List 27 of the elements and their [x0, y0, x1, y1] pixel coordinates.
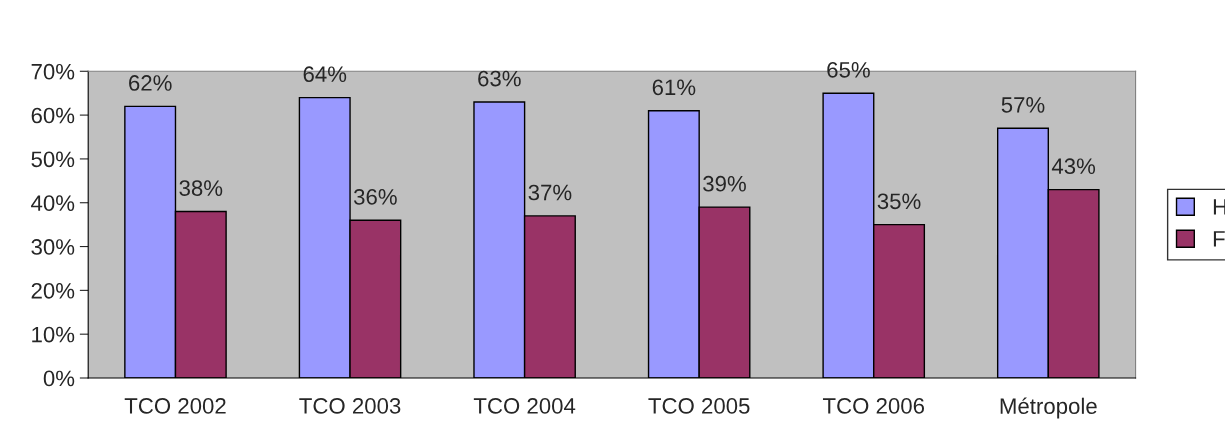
y-tick-label: 70%	[31, 63, 75, 80]
y-tick-label: 30%	[31, 239, 75, 255]
data-label: 35%	[877, 193, 921, 210]
data-label: 37%	[528, 184, 572, 201]
data-label: 43%	[1051, 158, 1096, 175]
data-label: 62%	[129, 75, 172, 91]
y-tick-label: 50%	[31, 151, 75, 168]
data-label: 39%	[703, 175, 746, 192]
data-label: 63%	[478, 70, 521, 87]
y-tick-label: 10%	[32, 326, 75, 343]
data-label: 65%	[827, 61, 870, 78]
data-label: 38%	[179, 180, 223, 196]
x-tick-label: Métropole	[1000, 397, 1097, 419]
x-tick-label: TCO 2004	[473, 398, 576, 414]
legend-label: F	[1213, 231, 1225, 247]
data-label: 64%	[303, 66, 347, 83]
data-label: 36%	[353, 189, 397, 205]
data-label: 61%	[652, 79, 696, 96]
y-tick-label: 60%	[31, 107, 75, 124]
y-tick-label: 0%	[43, 370, 75, 387]
x-tick-label: TCO 2006	[822, 398, 925, 414]
data-label: 57%	[1001, 97, 1045, 113]
x-tick-label: TCO 2003	[299, 398, 401, 414]
y-tick-label: 40%	[31, 195, 75, 211]
x-tick-label: TCO 2002	[124, 398, 226, 414]
x-tick-label: TCO 2005	[648, 398, 750, 414]
y-tick-label: 20%	[31, 282, 75, 299]
